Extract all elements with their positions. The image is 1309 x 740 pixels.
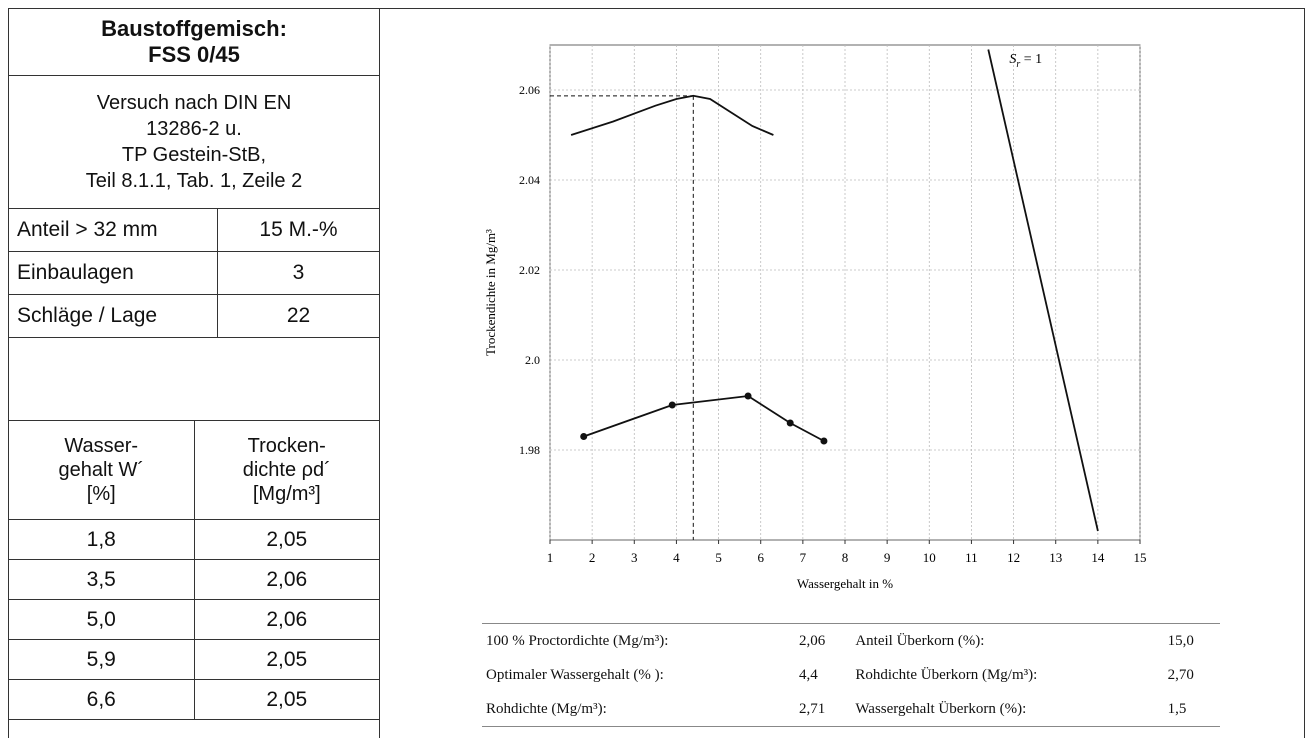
title-line-2: FSS 0/45 — [148, 42, 240, 67]
water-content-cell: 1,8 — [8, 519, 195, 560]
x-tick-label: 8 — [842, 550, 849, 565]
data-point — [744, 392, 752, 400]
summary-row: Rohdichte (Mg/m³): 2,71 Wassergehalt Übe… — [482, 692, 1220, 726]
summary-value: 15,0 — [1167, 632, 1194, 649]
summary-value: 2,70 — [1167, 666, 1194, 683]
saturation-label: Sr = 1 — [1009, 52, 1042, 70]
left-column-divider — [8, 8, 380, 738]
table-row: 1,8 2,05 — [8, 519, 380, 560]
summary-label: Rohdichte (Mg/m³): — [486, 700, 607, 717]
x-tick-label: 9 — [884, 550, 891, 565]
summary-label: 100 % Proctordichte (Mg/m³): — [486, 632, 669, 649]
x-tick-label: 5 — [715, 550, 722, 565]
header-line: gehalt W´ — [58, 459, 145, 481]
test-line: Teil 8.1.1, Tab. 1, Zeile 2 — [85, 170, 303, 192]
header-line: Wasser- — [64, 435, 139, 457]
data-point — [786, 419, 794, 427]
x-tick-label: 15 — [1134, 550, 1147, 565]
series-line-2 — [583, 395, 825, 442]
param-row: Anteil > 32 mm 15 M.-% — [8, 208, 380, 252]
dry-density-cell: 2,05 — [193, 639, 380, 680]
test-line: TP Gestein-StB, — [121, 144, 267, 166]
param-label: Einbaulagen — [8, 251, 218, 295]
data-point — [668, 401, 676, 409]
page-frame — [8, 8, 1305, 738]
summary-label: Anteil Überkorn (%): — [855, 632, 985, 649]
summary-label: Optimaler Wassergehalt (% ): — [486, 666, 664, 683]
series-line-1 — [570, 94, 774, 136]
water-content-header: Wasser- gehalt W´ [%] — [8, 420, 195, 520]
dry-density-cell: 2,05 — [193, 679, 380, 720]
x-tick-label: 10 — [923, 550, 936, 565]
dry-density-cell: 2,05 — [193, 519, 380, 560]
x-tick-label: 11 — [965, 550, 978, 565]
data-point — [580, 433, 588, 440]
water-content-cell: 3,5 — [8, 559, 195, 600]
x-tick-label: 1 — [547, 550, 554, 565]
y-axis-label: Trockendichte in Mg/m³ — [483, 229, 498, 356]
x-tick-label: 12 — [1007, 550, 1020, 565]
summary-row: 100 % Proctordichte (Mg/m³): 2,06 Anteil… — [482, 624, 1220, 658]
x-tick-label: 14 — [1091, 550, 1105, 565]
water-content-cell: 5,0 — [8, 599, 195, 640]
water-content-cell: 6,6 — [8, 679, 195, 720]
y-tick-label: 2.06 — [519, 83, 540, 97]
x-axis-label: Wassergehalt in % — [797, 576, 893, 591]
summary-label: Wassergehalt Überkorn (%): — [855, 700, 1027, 717]
test-line: Versuch nach DIN EN — [96, 92, 292, 114]
test-method: Versuch nach DIN EN 13286-2 u. TP Gestei… — [8, 75, 380, 209]
material-title: Baustoffgemisch: FSS 0/45 — [8, 8, 380, 76]
table-row: 5,0 2,06 — [8, 599, 380, 640]
test-line: 13286-2 u. — [146, 118, 242, 140]
dry-density-cell: 2,06 — [193, 559, 380, 600]
param-row: Einbaulagen 3 — [8, 251, 380, 295]
y-tick-label: 2.02 — [519, 263, 540, 277]
summary-label: Rohdichte Überkorn (Mg/m³): — [855, 666, 1038, 683]
param-label: Schläge / Lage — [8, 294, 218, 338]
x-tick-label: 6 — [757, 550, 764, 565]
y-tick-label: 2.0 — [525, 353, 540, 367]
summary-row: Optimaler Wassergehalt (% ): 4,4 Rohdich… — [482, 658, 1220, 692]
measurement-header: Wasser- gehalt W´ [%] Trocken- dichte ρd… — [8, 420, 380, 520]
series-line-3 — [987, 49, 1099, 532]
summary-value: 2,06 — [799, 632, 826, 649]
header-line: [%] — [86, 483, 116, 505]
dry-density-cell: 2,06 — [193, 599, 380, 640]
data-point — [820, 437, 828, 445]
material-info-table: Baustoffgemisch: FSS 0/45 Versuch nach D… — [8, 8, 380, 338]
summary-value: 4,4 — [799, 666, 818, 683]
measurement-table: Wasser- gehalt W´ [%] Trocken- dichte ρd… — [8, 420, 380, 720]
water-content-cell: 5,9 — [8, 639, 195, 680]
param-row: Schläge / Lage 22 — [8, 294, 380, 338]
title-line-1: Baustoffgemisch: — [101, 16, 287, 41]
proctor-chart: 1 2 3 4 5 6 7 8 9 10 11 12 13 14 151.982.02.022.042.06… — [483, 44, 1147, 591]
header-line: Trocken- — [247, 435, 326, 457]
summary-table: 100 % Proctordichte (Mg/m³): 2,06 Anteil… — [482, 623, 1220, 727]
header-line: [Mg/m³] — [252, 483, 321, 505]
param-value: 22 — [217, 294, 380, 338]
x-tick-label: 7 — [800, 550, 807, 565]
summary-value: 1,5 — [1167, 700, 1187, 717]
x-tick-label: 13 — [1049, 550, 1062, 565]
x-tick-label: 2 — [589, 550, 596, 565]
summary-value: 2,71 — [799, 700, 826, 717]
y-tick-label: 2.04 — [519, 173, 540, 187]
y-tick-label: 1.98 — [519, 443, 540, 457]
table-row: 5,9 2,05 — [8, 639, 380, 680]
x-tick-label: 3 — [631, 550, 638, 565]
dry-density-header: Trocken- dichte ρd´ [Mg/m³] — [193, 420, 380, 520]
x-tick-label: 4 — [673, 550, 680, 565]
table-row: 3,5 2,06 — [8, 559, 380, 600]
table-row: 6,6 2,05 — [8, 679, 380, 720]
header-line: dichte ρd´ — [242, 459, 331, 481]
